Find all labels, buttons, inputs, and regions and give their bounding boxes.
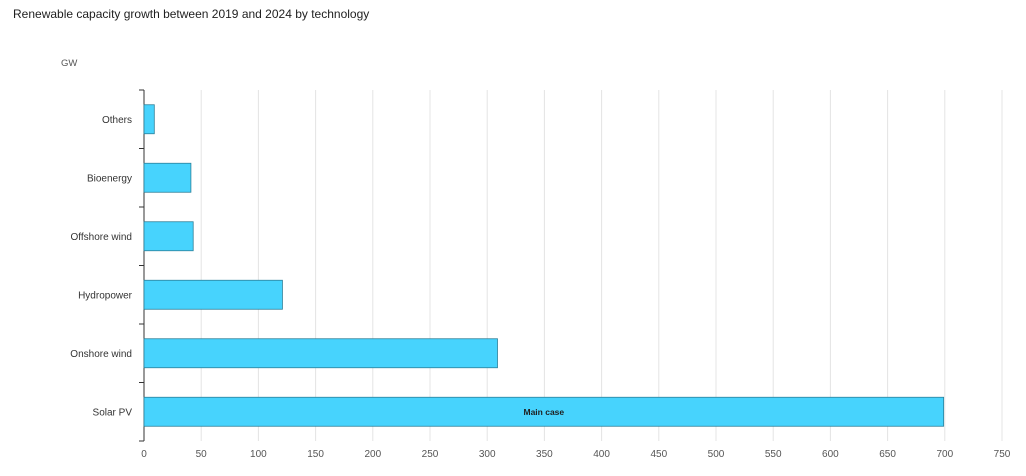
x-tick-label: 50 (196, 449, 208, 460)
grid-lines (200, 90, 1003, 441)
x-tick-label: 0 (141, 449, 147, 460)
category-label: Onshore wind (70, 349, 132, 360)
x-tick-label: 750 (994, 449, 1011, 460)
x-tick-label: 450 (650, 449, 667, 460)
bars: Main case (143, 104, 945, 427)
category-label: Solar PV (93, 407, 133, 418)
category-label: Offshore wind (70, 232, 132, 243)
category-axis (139, 89, 145, 442)
category-labels: Others Bioenergy Offshore wind Hydropower On… (70, 115, 132, 419)
x-tick-label: 650 (879, 449, 896, 460)
bar-series-label: Main case (524, 407, 565, 417)
category-label: Bioenergy (87, 173, 132, 184)
bar-hydropower (143, 279, 283, 310)
x-tick-label: 600 (822, 449, 839, 460)
x-tick-label: 250 (422, 449, 439, 460)
chart-title: Renewable capacity growth between 2019 a… (13, 7, 370, 21)
value-axis-ticks: 0 50 100 150 200 250 300 350 400 450 500 550 600 650 7… (141, 449, 1011, 460)
category-label: Hydropower (78, 290, 133, 301)
x-tick-label: 550 (765, 449, 782, 460)
x-tick-label: 300 (479, 449, 496, 460)
x-tick-label: 400 (593, 449, 610, 460)
x-tick-label: 200 (364, 449, 381, 460)
category-label: Others (102, 115, 132, 126)
x-tick-label: 500 (708, 449, 725, 460)
x-tick-label: 700 (936, 449, 953, 460)
x-tick-label: 150 (307, 449, 324, 460)
x-tick-label: 350 (536, 449, 553, 460)
bar-offshore-wind (143, 221, 194, 252)
unit-label: GW (61, 58, 78, 69)
bar-onshore-wind (143, 338, 498, 369)
bar-bioenergy (143, 162, 192, 193)
x-tick-label: 100 (250, 449, 267, 460)
bar-others (143, 104, 155, 135)
bar-solar-pv (143, 396, 945, 427)
